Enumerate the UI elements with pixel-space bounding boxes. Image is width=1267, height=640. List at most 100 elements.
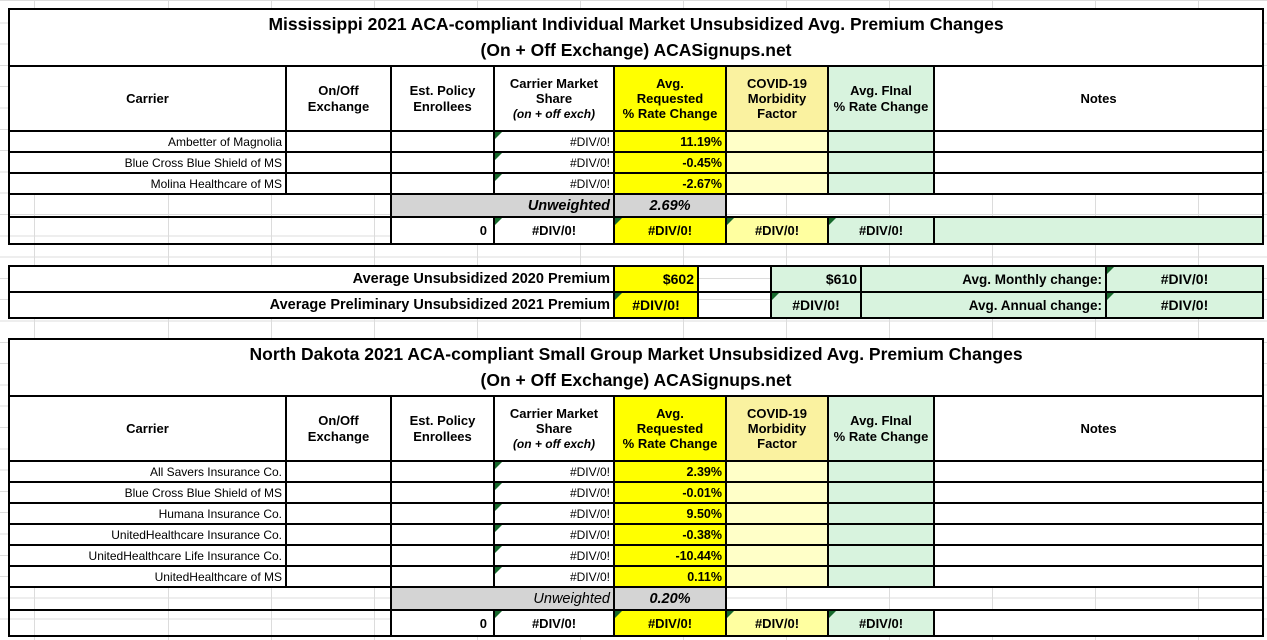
t2-row2-covid[interactable]	[725, 481, 829, 504]
t1-row1-exchange[interactable]	[285, 130, 392, 153]
table2-title-cell[interactable]: North Dakota 2021 ACA-compliant Small Gr…	[7, 338, 1265, 397]
t1-header-enrollees[interactable]: Est. Policy Enrollees	[390, 65, 495, 132]
t1-row3-notes[interactable]	[932, 172, 1265, 195]
summary-monthly-change-value[interactable]: #DIV/0!	[1105, 265, 1264, 293]
t2-row2-notes[interactable]	[932, 481, 1265, 504]
t2-row2-exchange[interactable]	[285, 481, 392, 504]
t1-row3-covid[interactable]	[725, 172, 829, 195]
t1-row2-carrier[interactable]: Blue Cross Blue Shield of MS	[8, 151, 287, 174]
t2-row3-requested[interactable]: 9.50%	[613, 502, 727, 525]
t2-header-carrier[interactable]: Carrier	[8, 395, 287, 462]
t2-row3-share[interactable]: #DIV/0!	[493, 502, 615, 525]
t1-total-requested[interactable]: #DIV/0!	[613, 216, 727, 245]
t1-row3-final[interactable]	[827, 172, 935, 195]
t1-row1-notes[interactable]	[932, 130, 1265, 153]
t2-row4-exchange[interactable]	[285, 523, 392, 546]
t1-header-avg-final[interactable]: Avg. FInal % Rate Change	[827, 65, 935, 132]
summary-2021-premium-label[interactable]: Average Preliminary Unsubsidized 2021 Pr…	[8, 291, 615, 319]
t1-header-covid-morbidity[interactable]: COVID-19 Morbidity Factor	[725, 65, 829, 132]
t2-row5-exchange[interactable]	[285, 544, 392, 567]
t2-row4-covid[interactable]	[725, 523, 829, 546]
t2-row6-covid[interactable]	[725, 565, 829, 588]
t1-row3-requested[interactable]: -2.67%	[613, 172, 727, 195]
summary-annual-change-label[interactable]: Avg. Annual change:	[860, 291, 1107, 319]
t1-row2-enrollees[interactable]	[390, 151, 495, 174]
t2-row1-enrollees[interactable]	[390, 460, 495, 483]
t1-row2-notes[interactable]	[932, 151, 1265, 174]
summary-2021-final-value[interactable]: #DIV/0!	[770, 291, 862, 319]
t1-total-covid[interactable]: #DIV/0!	[725, 216, 829, 245]
t2-unweighted-label[interactable]: Unweighted	[390, 586, 615, 611]
t2-row4-final[interactable]	[827, 523, 935, 546]
t2-row5-final[interactable]	[827, 544, 935, 567]
t2-row1-final[interactable]	[827, 460, 935, 483]
t1-row1-carrier[interactable]: Ambetter of Magnolia	[8, 130, 287, 153]
summary-2020-final-value[interactable]: $610	[770, 265, 862, 293]
t2-row3-final[interactable]	[827, 502, 935, 525]
t2-row5-notes[interactable]	[932, 544, 1265, 567]
t2-header-notes[interactable]: Notes	[932, 395, 1265, 462]
t1-total-final[interactable]: #DIV/0!	[827, 216, 935, 245]
t2-row1-carrier[interactable]: All Savers Insurance Co.	[8, 460, 287, 483]
t1-unweighted-value[interactable]: 2.69%	[613, 193, 727, 218]
t2-row1-requested[interactable]: 2.39%	[613, 460, 727, 483]
t2-row5-share[interactable]: #DIV/0!	[493, 544, 615, 567]
t1-total-enrollees[interactable]: 0	[390, 216, 495, 245]
t2-row4-notes[interactable]	[932, 523, 1265, 546]
t2-row6-requested[interactable]: 0.11%	[613, 565, 727, 588]
t1-row3-carrier[interactable]: Molina Healthcare of MS	[8, 172, 287, 195]
t2-row3-notes[interactable]	[932, 502, 1265, 525]
t2-row5-requested[interactable]: -10.44%	[613, 544, 727, 567]
t2-row2-share[interactable]: #DIV/0!	[493, 481, 615, 504]
t2-row2-final[interactable]	[827, 481, 935, 504]
t2-row3-covid[interactable]	[725, 502, 829, 525]
t2-header-avg-requested[interactable]: Avg. Requested % Rate Change	[613, 395, 727, 462]
t2-total-share[interactable]: #DIV/0!	[493, 609, 615, 637]
t2-row2-requested[interactable]: -0.01%	[613, 481, 727, 504]
t2-row1-notes[interactable]	[932, 460, 1265, 483]
t2-unweighted-value[interactable]: 0.20%	[613, 586, 727, 611]
t1-row2-exchange[interactable]	[285, 151, 392, 174]
summary-2021-premium-value[interactable]: #DIV/0!	[613, 291, 699, 319]
t1-total-notes[interactable]	[932, 216, 1265, 245]
t2-row2-enrollees[interactable]	[390, 481, 495, 504]
t2-row6-exchange[interactable]	[285, 565, 392, 588]
t2-row4-share[interactable]: #DIV/0!	[493, 523, 615, 546]
t2-header-market-share[interactable]: Carrier Market Share (on + off exch)	[493, 395, 615, 462]
t2-row5-enrollees[interactable]	[390, 544, 495, 567]
t1-row2-final[interactable]	[827, 151, 935, 174]
t2-row3-exchange[interactable]	[285, 502, 392, 525]
summary-2020-premium-value[interactable]: $602	[613, 265, 699, 293]
t1-row2-share[interactable]: #DIV/0!	[493, 151, 615, 174]
t2-total-covid[interactable]: #DIV/0!	[725, 609, 829, 637]
summary-2020-premium-label[interactable]: Average Unsubsidized 2020 Premium	[8, 265, 615, 293]
t2-row5-covid[interactable]	[725, 544, 829, 567]
t1-row1-requested[interactable]: 11.19%	[613, 130, 727, 153]
t2-header-covid-morbidity[interactable]: COVID-19 Morbidity Factor	[725, 395, 829, 462]
t1-row3-exchange[interactable]	[285, 172, 392, 195]
t1-row1-final[interactable]	[827, 130, 935, 153]
summary-annual-change-value[interactable]: #DIV/0!	[1105, 291, 1264, 319]
t2-header-avg-final[interactable]: Avg. FInal % Rate Change	[827, 395, 935, 462]
t1-row3-share[interactable]: #DIV/0!	[493, 172, 615, 195]
t2-row6-share[interactable]: #DIV/0!	[493, 565, 615, 588]
t1-row1-share[interactable]: #DIV/0!	[493, 130, 615, 153]
t1-header-market-share[interactable]: Carrier Market Share (on + off exch)	[493, 65, 615, 132]
t1-header-exchange[interactable]: On/Off Exchange	[285, 65, 392, 132]
t1-row2-covid[interactable]	[725, 151, 829, 174]
t2-row2-carrier[interactable]: Blue Cross Blue Shield of MS	[8, 481, 287, 504]
t2-row6-notes[interactable]	[932, 565, 1265, 588]
t1-header-carrier[interactable]: Carrier	[8, 65, 287, 132]
t2-row4-requested[interactable]: -0.38%	[613, 523, 727, 546]
t2-row1-covid[interactable]	[725, 460, 829, 483]
t2-row1-exchange[interactable]	[285, 460, 392, 483]
t2-total-notes[interactable]	[932, 609, 1265, 637]
t2-row6-final[interactable]	[827, 565, 935, 588]
t1-row2-requested[interactable]: -0.45%	[613, 151, 727, 174]
t2-header-exchange[interactable]: On/Off Exchange	[285, 395, 392, 462]
t2-total-final[interactable]: #DIV/0!	[827, 609, 935, 637]
t2-header-enrollees[interactable]: Est. Policy Enrollees	[390, 395, 495, 462]
summary-monthly-change-label[interactable]: Avg. Monthly change:	[860, 265, 1107, 293]
t2-total-enrollees[interactable]: 0	[390, 609, 495, 637]
t2-row6-carrier[interactable]: UnitedHealthcare of MS	[8, 565, 287, 588]
